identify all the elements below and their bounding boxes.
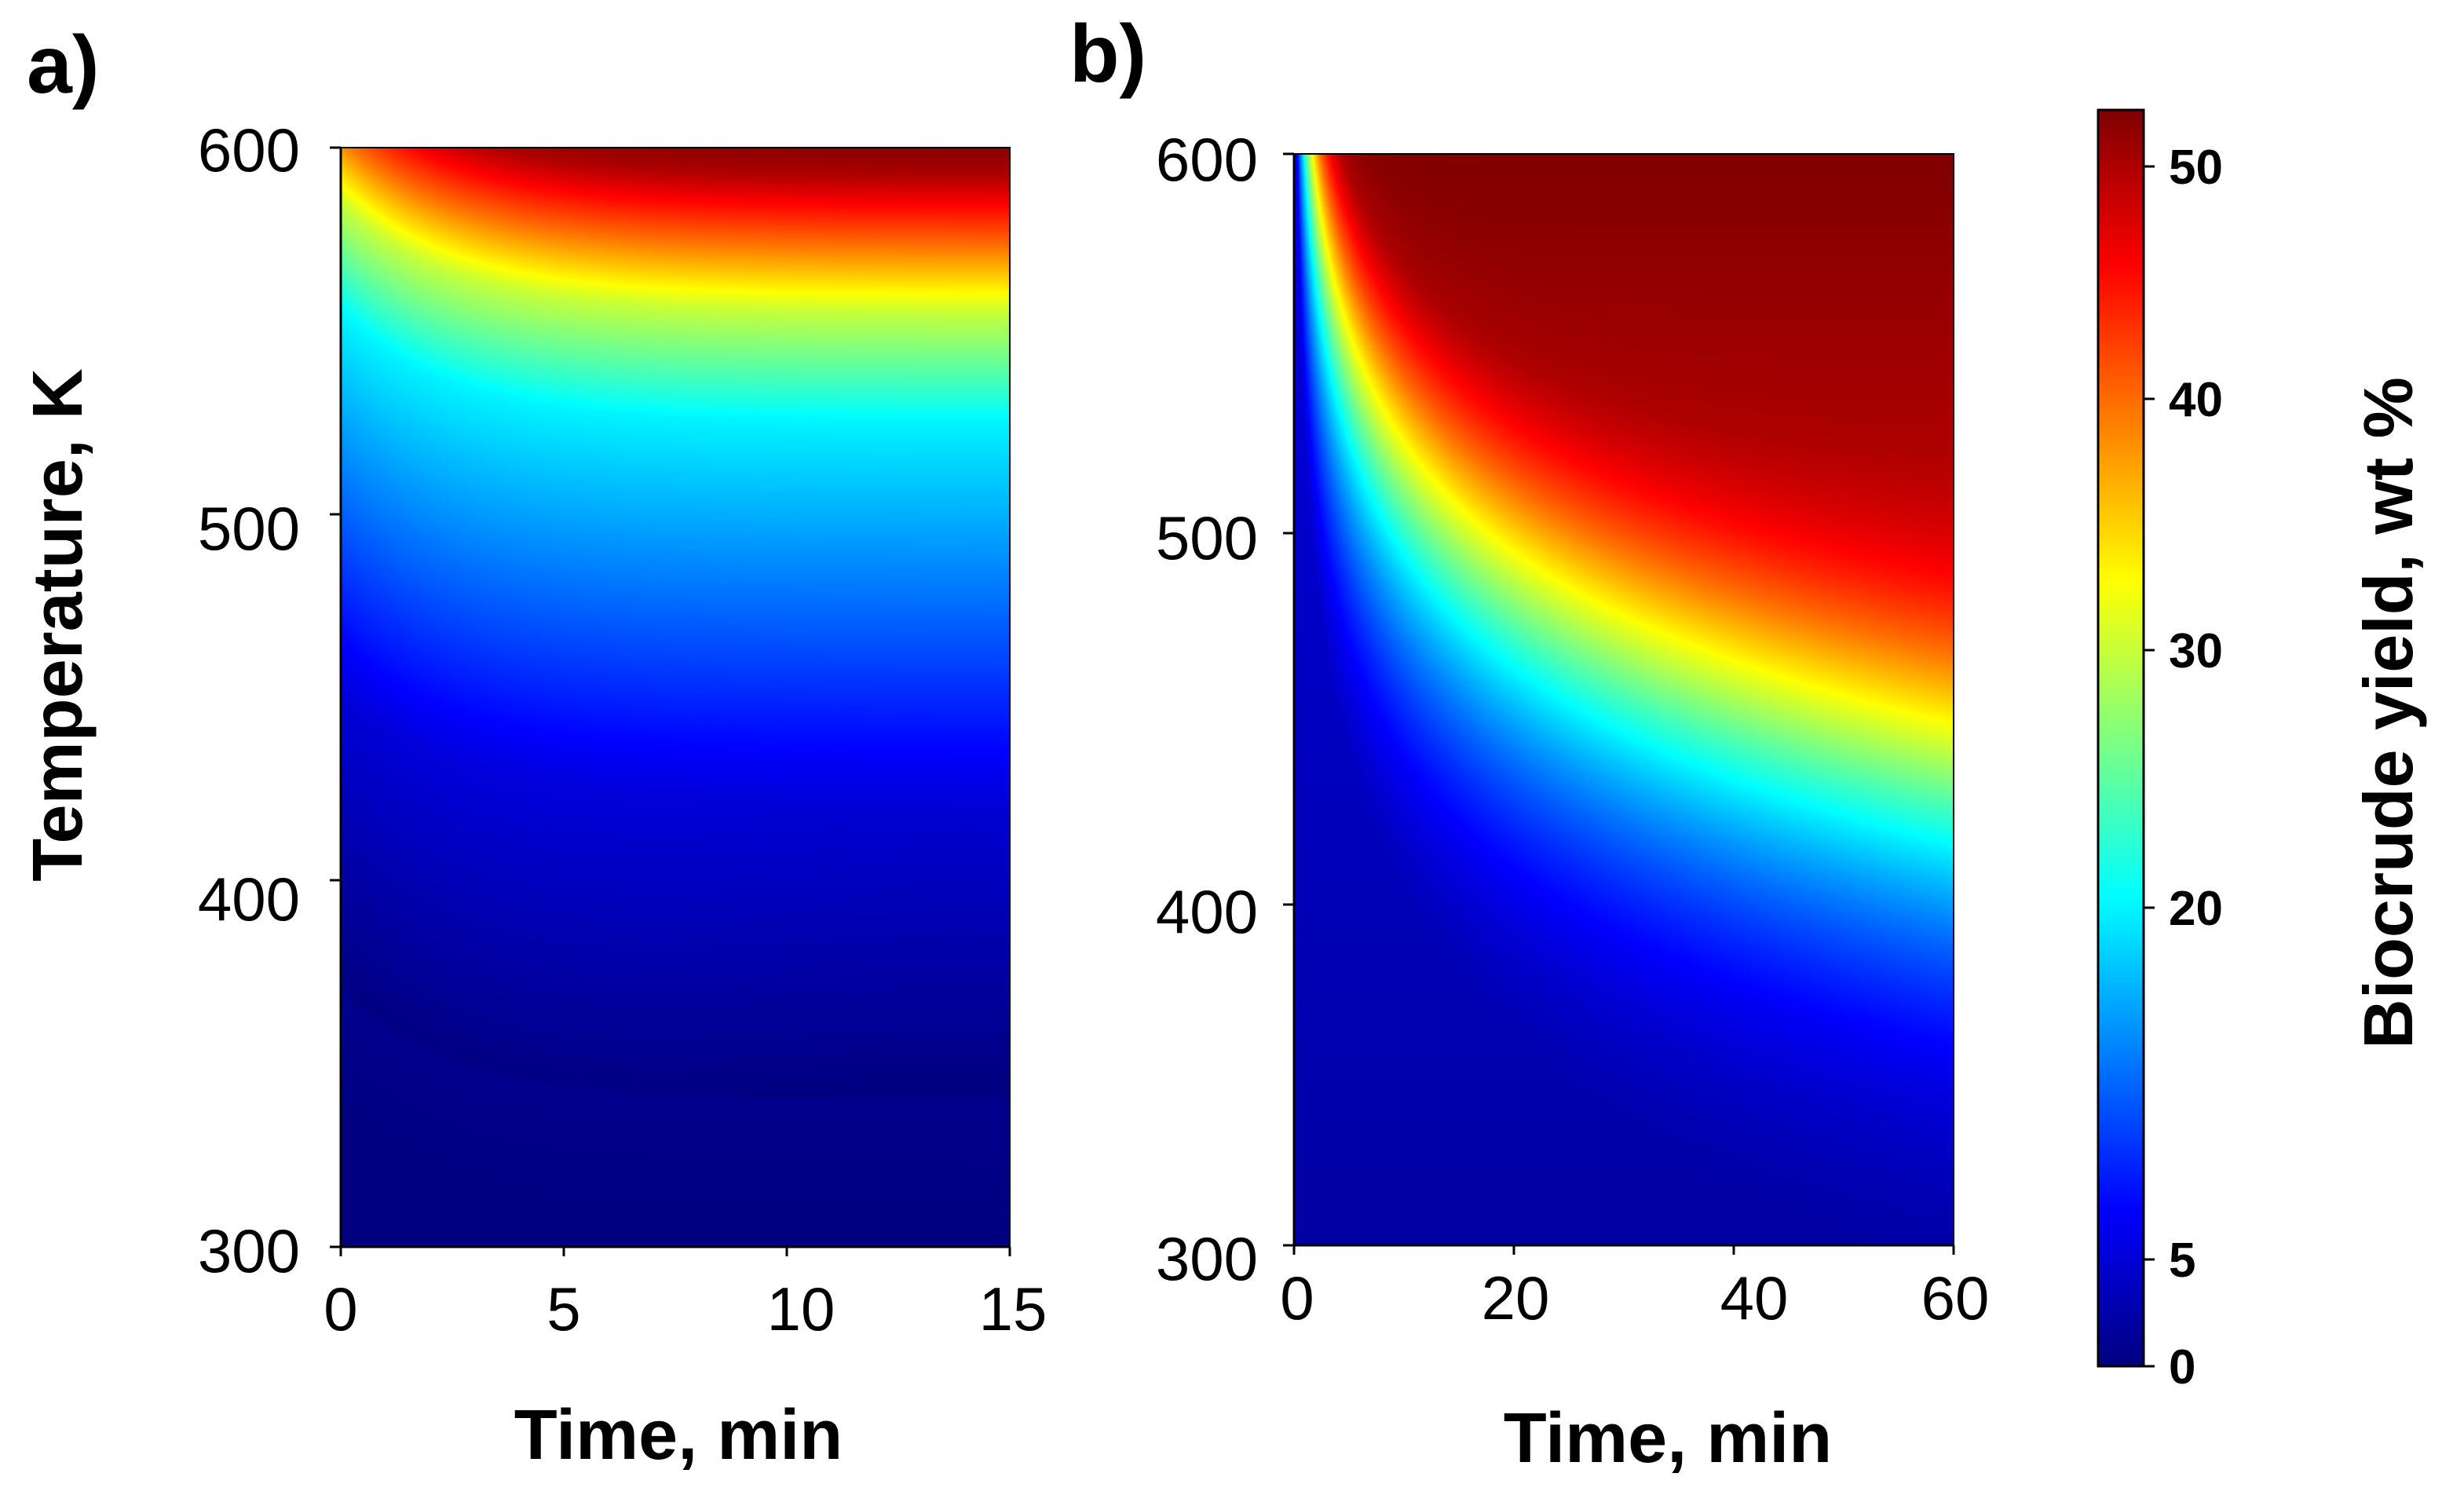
x-tick-label-a-3: 15	[979, 1274, 1047, 1343]
y-tick-label-a-400: 400	[198, 864, 300, 934]
heatmap-a	[341, 148, 1010, 1247]
panel-b-label: b)	[1069, 9, 1146, 100]
colorbar-tick-label-30: 30	[2169, 624, 2223, 678]
y-tick-label-a-600: 600	[198, 115, 300, 185]
colorbar-tick-label-5: 5	[2169, 1234, 2195, 1288]
x-tick-label-a-0: 0	[324, 1274, 357, 1343]
x-tick-label-a-1: 5	[547, 1274, 580, 1343]
y-tick-label-b-400: 400	[1156, 877, 1258, 946]
x-tick-label-b-20: 20	[1482, 1263, 1550, 1332]
panel-a: a) 0 5 10 15 600 500 400 300 Tim	[19, 20, 1047, 1475]
y-ticks-b: 600 500 400 300	[1156, 125, 1294, 1293]
heatmap-b	[1294, 154, 1954, 1245]
y-axis-label-a: Temperature, K	[19, 368, 97, 882]
x-tick-label-b-40: 40	[1720, 1263, 1789, 1332]
y-tick-label-b-300: 300	[1156, 1224, 1258, 1293]
x-tick-label-a-2: 10	[767, 1274, 835, 1343]
x-axis-label-a: Time, min	[514, 1396, 843, 1475]
x-tick-label-b-0: 0	[1280, 1263, 1314, 1332]
y-ticks-a: 600 500 400 300	[198, 115, 341, 1285]
panel-b: b) 0 20 40 60 600 500 400 300 Time, m	[1069, 9, 1989, 1478]
colorbar-tick-label-40: 40	[2169, 373, 2223, 427]
x-ticks-b: 0 20 40 60	[1280, 1245, 1989, 1332]
x-ticks-a: 0 5 10 15	[324, 1247, 1047, 1343]
panel-a-label: a)	[27, 20, 99, 111]
colorbar: 0 5 20 30 40 50 Biocrude yield, wt %	[2097, 108, 2427, 1395]
colorbar-gradient	[2097, 108, 2145, 1368]
y-tick-label-b-500: 500	[1156, 503, 1258, 572]
colorbar-tick-label-20: 20	[2169, 882, 2223, 936]
colorbar-tick-label-50: 50	[2169, 141, 2223, 195]
x-axis-label-b: Time, min	[1504, 1399, 1832, 1478]
colorbar-ticks: 0 5 20 30 40 50	[2144, 141, 2223, 1395]
colorbar-label: Biocrude yield, wt %	[2349, 377, 2427, 1049]
colorbar-tick-label-0: 0	[2169, 1340, 2195, 1395]
y-tick-label-b-600: 600	[1156, 125, 1258, 194]
y-tick-label-a-500: 500	[198, 494, 300, 563]
y-tick-label-a-300: 300	[198, 1216, 300, 1285]
x-tick-label-b-60: 60	[1921, 1263, 1990, 1332]
